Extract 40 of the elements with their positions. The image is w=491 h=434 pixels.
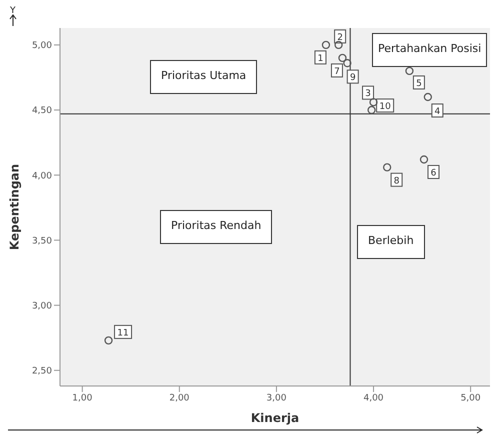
- annotation: Berlebih: [357, 225, 425, 259]
- annotation: 11: [117, 328, 129, 338]
- point: [405, 66, 414, 76]
- x-axis-title: Kinerja: [250, 411, 300, 425]
- annotation: 6: [430, 168, 437, 178]
- x-tick-label: 2,00: [169, 393, 190, 404]
- point: [338, 54, 347, 62]
- point: [424, 92, 432, 102]
- annotation: 3: [365, 89, 371, 100]
- y-tick-label: 3,50: [32, 236, 52, 246]
- x-tick-label: 3,00: [266, 393, 287, 404]
- point: [420, 155, 428, 164]
- annotation: 5: [416, 78, 422, 89]
- annotation: 8: [394, 176, 400, 186]
- annotation: Pertahankan Posisi: [372, 33, 488, 67]
- y-tick-label: 5,00: [32, 41, 52, 52]
- annotation: Prioritas Rendah: [160, 210, 272, 244]
- point: [383, 163, 392, 172]
- y-tick-label: 2,50: [32, 366, 52, 377]
- x-tick-label: 1,00: [72, 393, 93, 404]
- point: [322, 40, 330, 50]
- annotation: 9: [350, 73, 356, 84]
- point: [343, 59, 352, 68]
- point: [367, 106, 376, 114]
- y-tick-label: 3,00: [32, 301, 52, 312]
- annotation: 1: [318, 54, 324, 64]
- annotation: 2: [337, 32, 343, 43]
- annotation: 7: [334, 66, 340, 77]
- annotation: Prioritas Utama: [150, 60, 258, 94]
- point: [104, 336, 113, 345]
- y-tick-label: 4,00: [32, 171, 52, 182]
- y-tick-label: 4,50: [32, 106, 52, 116]
- annotation: 4: [434, 106, 441, 117]
- x-tick-label: 4,00: [364, 393, 384, 404]
- x-tick-label: 5,00: [460, 393, 481, 404]
- point: [334, 40, 343, 50]
- y-axis-title: Kepentingan: [7, 164, 22, 250]
- annotation: 10: [379, 102, 392, 112]
- point: [369, 98, 378, 106]
- text: Y: [10, 5, 16, 18]
